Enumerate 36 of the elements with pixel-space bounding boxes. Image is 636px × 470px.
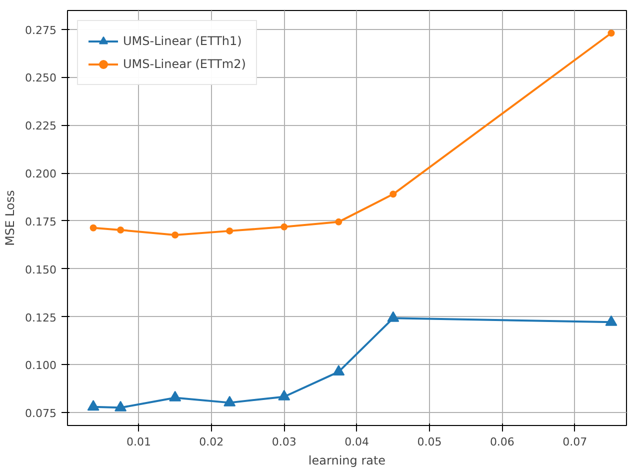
y-tick-label: 0.075	[25, 407, 57, 420]
point	[226, 227, 234, 234]
y-tick-label: 0.225	[25, 120, 57, 133]
x-tick-label: 0.04	[344, 436, 370, 448]
legend-label: UMS-Linear (ETTm2)	[123, 57, 246, 71]
y-tick-label: 0.250	[25, 72, 57, 85]
x-tick-label: 0.05	[417, 436, 442, 448]
y-tick-label: 0.275	[25, 24, 57, 37]
x-tick-label: 0.03	[272, 436, 296, 448]
y-tick-label: 0.125	[25, 311, 57, 324]
legend-label: UMS-Linear (ETTh1)	[123, 34, 242, 48]
point	[280, 223, 288, 230]
point	[278, 390, 290, 400]
point	[169, 390, 182, 402]
point	[90, 224, 97, 232]
point	[117, 226, 124, 234]
point	[114, 400, 127, 412]
x-tick-label: 0.07	[562, 436, 588, 448]
point	[335, 218, 342, 226]
y-tick-label: 0.175	[25, 215, 57, 228]
point	[390, 190, 397, 198]
y-tick-label: 0.150	[25, 263, 57, 276]
y-axis-title: MSE Loss	[3, 190, 18, 246]
x-tick-label: 0.01	[126, 436, 151, 448]
point	[605, 315, 618, 326]
point	[608, 30, 615, 37]
y-tick-label: 0.200	[25, 168, 57, 181]
x-tick-label: 0.02	[199, 436, 224, 448]
point	[87, 400, 100, 411]
x-axis-title: learning rate	[308, 454, 386, 468]
y-tick-label: 0.100	[25, 359, 57, 372]
point	[172, 231, 179, 238]
point	[387, 311, 400, 322]
point	[332, 364, 345, 376]
point	[224, 396, 236, 406]
x-tick-label: 0.06	[490, 436, 514, 448]
